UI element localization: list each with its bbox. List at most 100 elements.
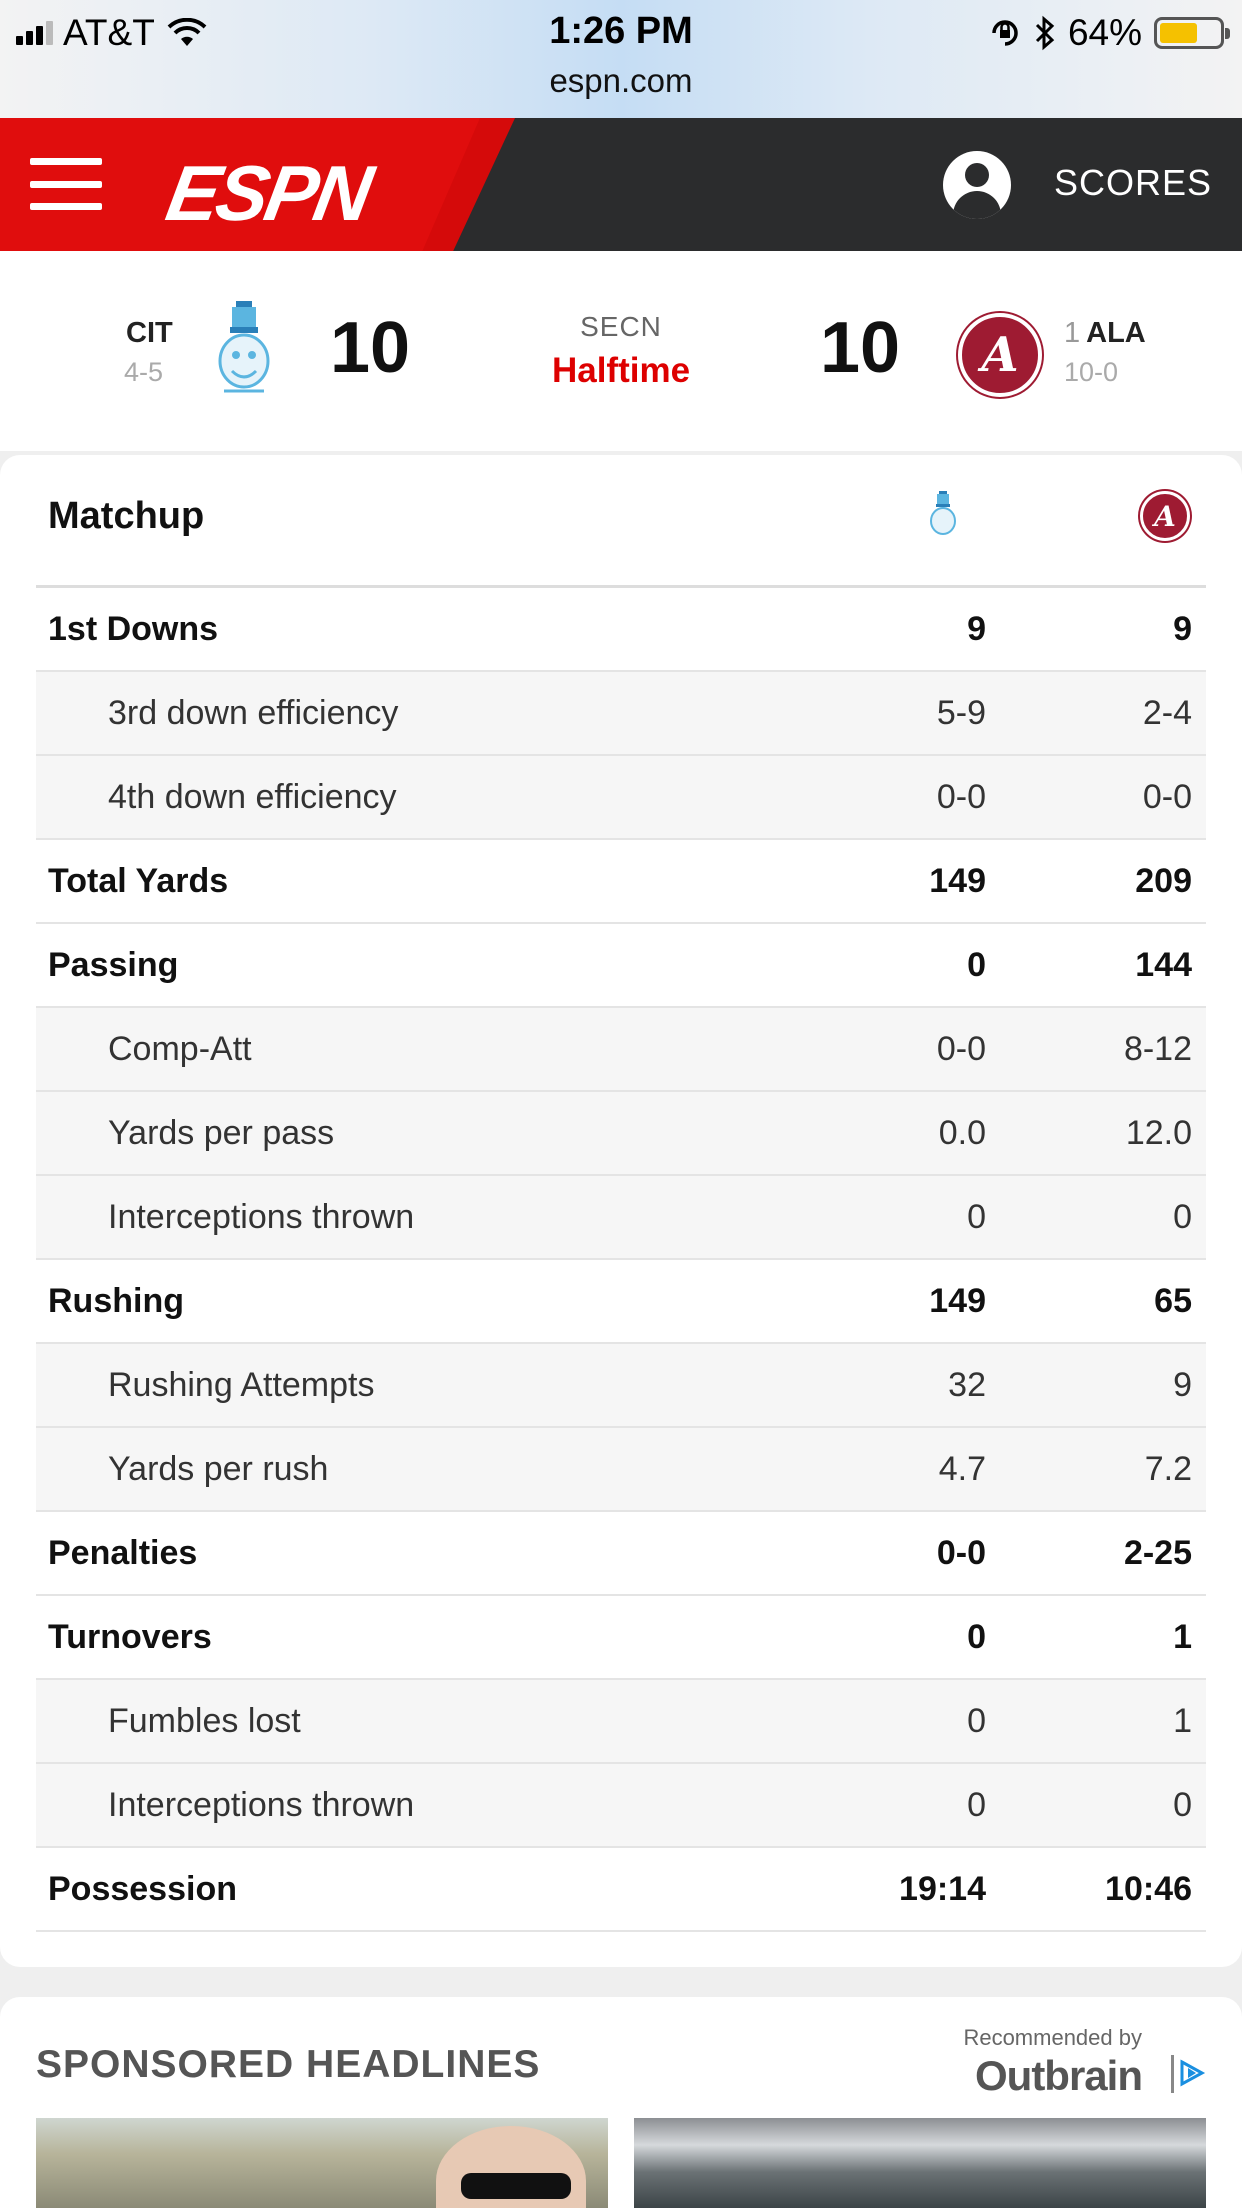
battery-percent: 64% (1067, 12, 1142, 53)
stat-row: Yards per rush 4.7 7.2 (36, 1428, 1206, 1512)
stat-home-value: 7.2 (1144, 1449, 1192, 1488)
outbrain-logo[interactable]: Outbrain (975, 2052, 1143, 2099)
alabama-logo-small-icon: A (1140, 491, 1190, 541)
stat-row: Comp-Att 0-0 8-12 (36, 1008, 1206, 1092)
stat-away-value: 0 (967, 1785, 986, 1824)
stat-row: 1st Downs 9 9 (36, 588, 1206, 672)
home-team-record: 10-0 (1064, 357, 1119, 387)
stat-label: Fumbles lost (108, 1701, 301, 1740)
stat-home-value: 9 (1173, 609, 1192, 648)
stat-home-value: 2-4 (1142, 693, 1192, 732)
matchup-card: Matchup A 1st Downs 9 9 3rd down efficiency… (0, 455, 1242, 1967)
game-status: Halftime (551, 351, 691, 390)
away-score: 10 (330, 308, 411, 388)
stat-home-value: 1 (1173, 1701, 1192, 1740)
stat-label: 1st Downs (48, 609, 219, 648)
stat-row: Interceptions thrown 0 0 (36, 1176, 1206, 1260)
divider (1171, 2055, 1174, 2093)
stat-home-value: 144 (1135, 945, 1192, 984)
stat-label: Passing (48, 945, 179, 984)
bluetooth-icon (1035, 15, 1055, 51)
home-score: 10 (820, 308, 901, 388)
orientation-lock-icon (992, 20, 1018, 46)
stat-label: Penalties (48, 1533, 198, 1572)
stat-home-value: 10:46 (1105, 1869, 1192, 1908)
stat-away-value: 19:14 (899, 1869, 986, 1908)
stat-home-value: 65 (1154, 1281, 1192, 1320)
carrier-name: AT&T (63, 12, 155, 53)
stat-home-value: 2-25 (1123, 1533, 1192, 1572)
stat-label: Turnovers (48, 1617, 212, 1656)
home-team-rank: 1 (1064, 317, 1081, 349)
espn-logo[interactable]: ESPN (160, 149, 377, 237)
stat-label: Rushing (48, 1281, 184, 1320)
away-team-record: 4-5 (124, 357, 164, 387)
sponsored-thumbnail-1[interactable] (36, 2118, 608, 2208)
stat-label: Total Yards (48, 861, 229, 900)
header-divider (36, 585, 1206, 588)
stat-label: Interceptions thrown (108, 1197, 415, 1236)
stat-away-value: 0-0 (936, 1533, 986, 1572)
stat-home-value: 0-0 (1142, 777, 1192, 816)
stat-away-value: 0.0 (938, 1113, 986, 1152)
sponsored-title: SPONSORED HEADLINES (36, 2043, 541, 2086)
stat-away-value: 32 (948, 1365, 986, 1404)
stat-away-value: 0 (967, 1197, 986, 1236)
stat-label: Interceptions thrown (108, 1785, 415, 1824)
home-team-abbr: 1 ALA (1064, 317, 1146, 349)
stat-label: Possession (48, 1869, 237, 1908)
status-left: AT&T (16, 12, 207, 54)
stat-row: 4th down efficiency 0-0 0-0 (36, 756, 1206, 840)
stat-away-value: 5-9 (936, 693, 986, 732)
espn-header: ESPN SCORES (0, 118, 1242, 251)
stat-row: Rushing 149 65 (36, 1260, 1206, 1344)
url-bar[interactable]: espn.com (549, 62, 693, 99)
stat-away-value: 0-0 (936, 1029, 986, 1068)
matchup-title: Matchup (48, 495, 205, 537)
status-right: 64% (988, 12, 1230, 54)
stat-label: 3rd down efficiency (108, 693, 399, 732)
away-team-abbr: CIT (126, 317, 173, 349)
clock: 1:26 PM (549, 10, 693, 52)
stat-home-value: 12.0 (1125, 1113, 1192, 1152)
stat-home-value: 1 (1173, 1617, 1192, 1656)
stat-row: Rushing Attempts 32 9 (36, 1344, 1206, 1428)
cellular-signal-icon (16, 21, 53, 45)
scores-link[interactable]: SCORES (1053, 162, 1212, 203)
stat-home-value: 0 (1173, 1785, 1192, 1824)
stat-label: Comp-Att (108, 1029, 252, 1068)
stat-label: 4th down efficiency (108, 777, 397, 816)
stat-row: Fumbles lost 0 1 (36, 1680, 1206, 1764)
stat-row: 3rd down efficiency 5-9 2-4 (36, 672, 1206, 756)
stat-home-value: 209 (1135, 861, 1192, 900)
adchoices-icon[interactable] (1178, 2059, 1206, 2087)
sunglasses-image (461, 2173, 571, 2199)
sponsored-thumbnail-2[interactable] (634, 2118, 1206, 2208)
stat-row: Possession 19:14 10:46 (36, 1848, 1206, 1932)
stat-home-value: 8-12 (1123, 1029, 1192, 1068)
matchup-table: 1st Downs 9 9 3rd down efficiency 5-9 2-4 4th … (36, 588, 1206, 1932)
stat-away-value: 0 (967, 1617, 986, 1656)
citadel-logo-icon (218, 301, 270, 393)
stat-away-value: 4.7 (938, 1449, 986, 1488)
stat-away-value: 0-0 (936, 777, 986, 816)
stat-row: Total Yards 149 209 (36, 840, 1206, 924)
alabama-logo-icon: A (958, 313, 1042, 397)
hamburger-icon[interactable] (30, 158, 102, 210)
scoreboard[interactable]: CIT 4-5 10 SECN Halftime 10 A 1 ALA 10-0 (0, 251, 1242, 451)
stat-away-value: 0 (967, 945, 986, 984)
user-account-icon[interactable] (943, 151, 1011, 219)
stat-row: Interceptions thrown 0 0 (36, 1764, 1206, 1848)
stat-away-value: 0 (967, 1701, 986, 1740)
recommended-by-label: Recommended by (963, 2025, 1142, 2050)
broadcast-network: SECN (580, 311, 662, 342)
wifi-icon (167, 18, 207, 46)
stat-label: Rushing Attempts (108, 1365, 375, 1404)
stat-away-value: 9 (967, 609, 986, 648)
stat-away-value: 149 (929, 1281, 986, 1320)
stat-row: Penalties 0-0 2-25 (36, 1512, 1206, 1596)
citadel-logo-small-icon (930, 491, 956, 535)
stat-away-value: 149 (929, 861, 986, 900)
stat-row: Passing 0 144 (36, 924, 1206, 1008)
status-bar: AT&T 1:26 PM espn.com 64% (0, 0, 1242, 118)
